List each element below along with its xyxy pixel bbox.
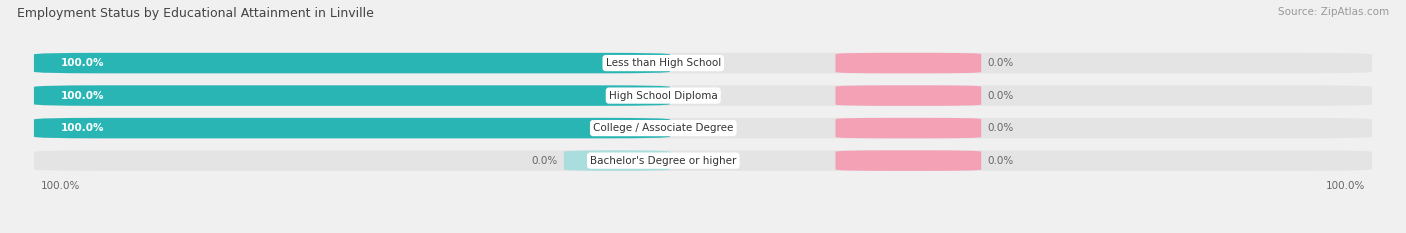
FancyBboxPatch shape: [34, 85, 1372, 106]
FancyBboxPatch shape: [34, 118, 1372, 138]
Text: 0.0%: 0.0%: [988, 156, 1014, 166]
Text: Bachelor's Degree or higher: Bachelor's Degree or higher: [591, 156, 737, 166]
FancyBboxPatch shape: [34, 53, 669, 73]
Text: 100.0%: 100.0%: [60, 58, 104, 68]
FancyBboxPatch shape: [835, 85, 981, 106]
Text: 100.0%: 100.0%: [60, 91, 104, 101]
Text: 0.0%: 0.0%: [988, 91, 1014, 101]
FancyBboxPatch shape: [835, 118, 981, 138]
Text: 0.0%: 0.0%: [988, 58, 1014, 68]
Text: Employment Status by Educational Attainment in Linville: Employment Status by Educational Attainm…: [17, 7, 374, 20]
Text: High School Diploma: High School Diploma: [609, 91, 717, 101]
FancyBboxPatch shape: [34, 150, 1372, 171]
Text: 0.0%: 0.0%: [988, 123, 1014, 133]
Text: 100.0%: 100.0%: [41, 181, 80, 191]
Text: Source: ZipAtlas.com: Source: ZipAtlas.com: [1278, 7, 1389, 17]
Text: College / Associate Degree: College / Associate Degree: [593, 123, 734, 133]
FancyBboxPatch shape: [34, 85, 669, 106]
Text: 100.0%: 100.0%: [60, 123, 104, 133]
FancyBboxPatch shape: [835, 53, 981, 73]
FancyBboxPatch shape: [34, 118, 669, 138]
Text: 100.0%: 100.0%: [1326, 181, 1365, 191]
Text: 0.0%: 0.0%: [531, 156, 557, 166]
FancyBboxPatch shape: [564, 150, 669, 171]
FancyBboxPatch shape: [34, 53, 1372, 73]
FancyBboxPatch shape: [835, 150, 981, 171]
Text: Less than High School: Less than High School: [606, 58, 721, 68]
